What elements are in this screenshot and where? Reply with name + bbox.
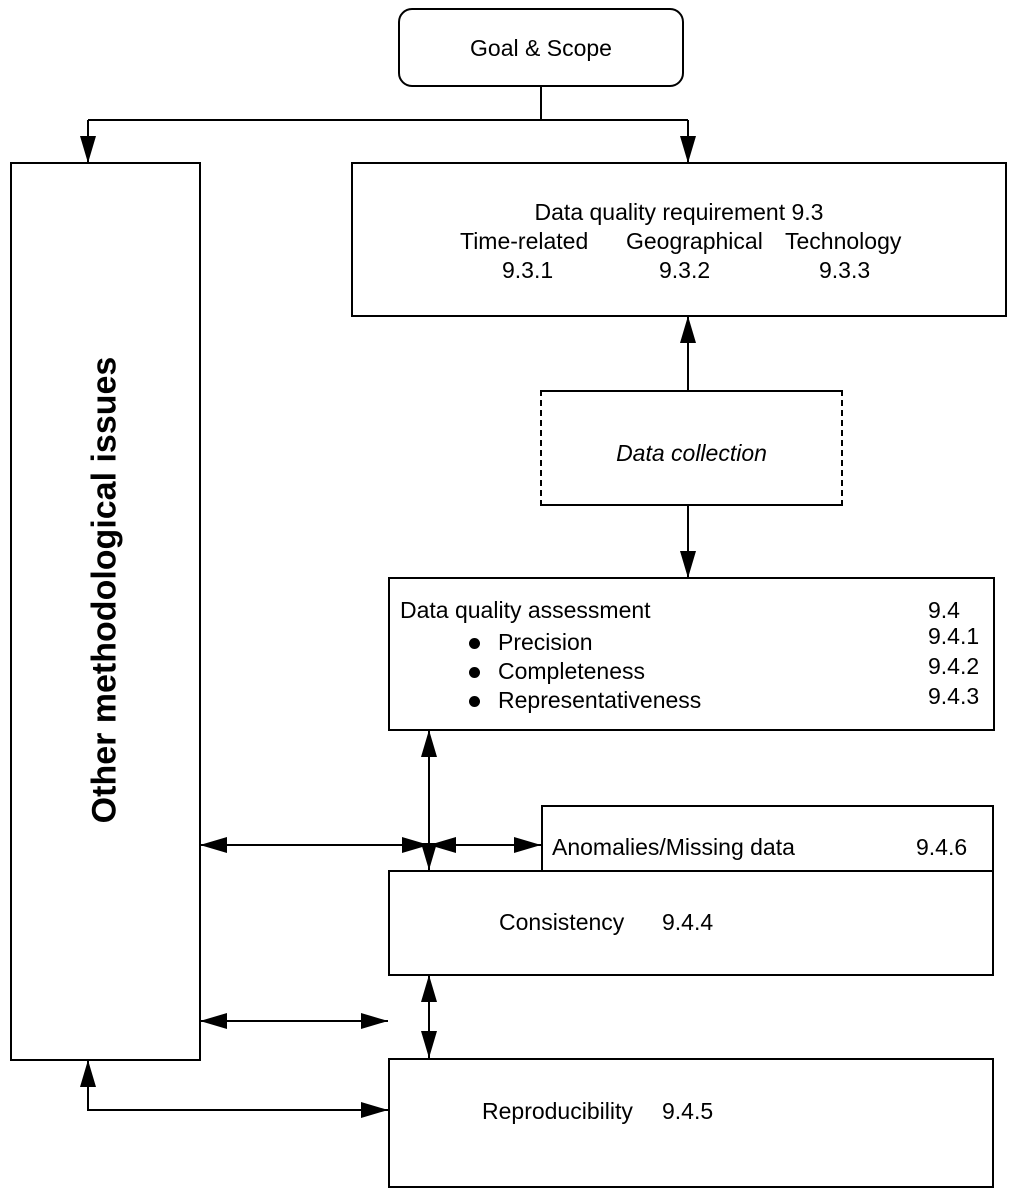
assessment-title: Data quality assessment xyxy=(400,597,651,623)
data-collection-box: Data collection xyxy=(540,390,843,506)
assessment-item-completeness-code: 9.4.2 xyxy=(928,653,980,679)
assessment-item-precision: Precision xyxy=(498,629,593,655)
category-technology: Technology xyxy=(785,228,902,254)
anomalies-label: Anomalies/Missing data xyxy=(552,834,795,860)
consistency-label: Consistency xyxy=(499,909,625,935)
assessment-item-representativeness: Representativeness xyxy=(498,687,702,713)
assessment-item-representativeness-code: 9.4.3 xyxy=(928,683,980,709)
assessment-item-completeness: Completeness xyxy=(498,658,646,684)
category-time-related: Time-related xyxy=(460,228,589,254)
reproducibility-label: Reproducibility xyxy=(482,1098,633,1124)
other-methodological-issues-label: Other methodological issues xyxy=(85,356,124,824)
data-quality-assessment-box: Data quality assessment 9.4 Precision 9.… xyxy=(388,577,995,731)
goal-scope-box: Goal & Scope xyxy=(398,8,684,87)
reproducibility-code: 9.4.5 xyxy=(662,1098,714,1124)
consistency-code: 9.4.4 xyxy=(662,909,714,935)
bullet-icon xyxy=(469,696,480,707)
bullet-icon xyxy=(469,667,480,678)
goal-scope-label: Goal & Scope xyxy=(470,35,612,61)
code-technology: 9.3.3 xyxy=(819,257,871,283)
anomalies-code: 9.4.6 xyxy=(916,834,968,860)
requirement-title: Data quality requirement 9.3 xyxy=(534,199,824,225)
anomalies-missing-data-box: Anomalies/Missing data 9.4.6 xyxy=(541,805,994,884)
category-geographical: Geographical xyxy=(626,228,763,254)
code-time-related: 9.3.1 xyxy=(502,257,554,283)
reproducibility-box: Reproducibility 9.4.5 xyxy=(388,1058,994,1188)
bullet-icon xyxy=(469,638,480,649)
other-methodological-issues-box xyxy=(10,162,201,1061)
code-geographical: 9.3.2 xyxy=(659,257,711,283)
assessment-item-precision-code: 9.4.1 xyxy=(928,623,980,649)
data-collection-label: Data collection xyxy=(616,440,767,466)
assessment-code: 9.4 xyxy=(928,597,960,623)
data-quality-requirement-box: Data quality requirement 9.3 Time-relate… xyxy=(351,162,1007,317)
consistency-box: Consistency 9.4.4 xyxy=(388,870,994,976)
